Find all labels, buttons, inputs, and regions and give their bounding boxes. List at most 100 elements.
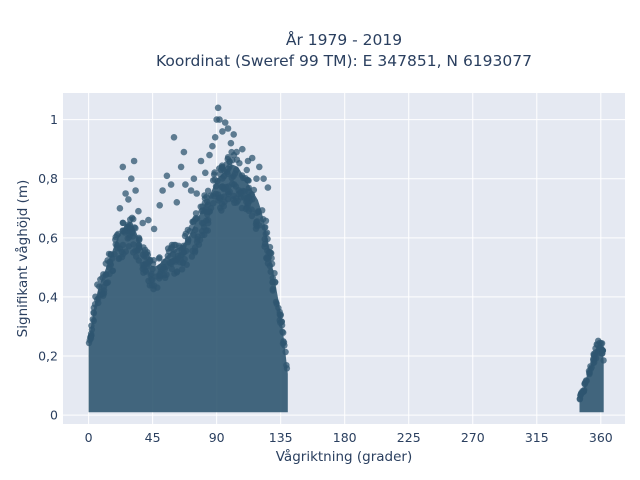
data-point	[99, 274, 106, 281]
data-point	[150, 282, 158, 289]
data-point	[593, 341, 600, 348]
data-point	[226, 188, 233, 195]
data-point	[190, 175, 198, 182]
data-point	[277, 311, 284, 318]
data-point	[227, 139, 235, 147]
data-point	[591, 352, 598, 359]
x-tick-label: 180	[333, 430, 357, 445]
data-point	[221, 193, 228, 200]
data-point	[267, 268, 274, 275]
data-point	[185, 236, 192, 244]
data-point	[160, 258, 168, 266]
x-tick-label: 135	[269, 430, 293, 445]
data-point	[87, 335, 95, 342]
data-point	[193, 190, 200, 197]
data-point	[249, 196, 256, 203]
data-point	[188, 253, 196, 260]
data-point	[173, 199, 181, 206]
data-point	[210, 171, 218, 178]
data-point	[120, 250, 127, 258]
data-point	[130, 157, 138, 165]
data-point	[239, 145, 246, 153]
x-tick-label: 360	[589, 430, 613, 445]
data-point	[253, 175, 260, 182]
data-point	[255, 163, 263, 171]
data-point	[139, 219, 146, 227]
data-point	[119, 163, 127, 171]
data-point	[264, 184, 272, 191]
data-point	[600, 357, 607, 364]
data-point	[220, 203, 227, 210]
data-point	[224, 125, 232, 132]
data-point	[95, 295, 102, 302]
data-point	[205, 219, 212, 227]
data-point	[156, 270, 164, 278]
y-axis-ticks: 0 0,2 0,4 0,6 0,8 1	[38, 112, 58, 423]
data-point	[204, 187, 212, 194]
x-axis-label: Vågriktning (grader)	[276, 448, 413, 465]
data-point	[119, 219, 127, 226]
data-point	[135, 207, 142, 215]
y-tick-label: 0,6	[38, 230, 58, 245]
data-point	[148, 276, 155, 283]
x-tick-label: 225	[397, 430, 421, 445]
data-point	[115, 230, 122, 237]
data-point	[173, 269, 181, 276]
data-point	[128, 214, 136, 221]
data-point	[170, 241, 178, 249]
data-point	[145, 216, 152, 224]
data-point	[242, 205, 250, 213]
data-point	[230, 192, 237, 199]
chart-title: År 1979 - 2019 Koordinat (Sweref 99 TM):…	[156, 30, 532, 70]
data-point	[248, 154, 256, 162]
data-point	[107, 251, 114, 258]
data-point	[211, 134, 219, 141]
data-point	[180, 148, 188, 156]
data-point	[124, 223, 131, 230]
data-point	[202, 169, 209, 177]
data-point	[100, 292, 107, 299]
data-point	[231, 170, 239, 177]
data-point	[176, 259, 184, 266]
y-tick-label: 0,2	[38, 349, 58, 364]
y-tick-label: 0,8	[38, 171, 58, 186]
data-point	[201, 195, 209, 202]
data-point	[163, 172, 171, 180]
data-point	[243, 166, 250, 174]
data-point	[135, 242, 142, 249]
data-point	[280, 338, 287, 345]
x-tick-label: 45	[145, 430, 161, 445]
data-point	[140, 269, 147, 276]
data-point	[143, 254, 150, 261]
data-point	[156, 202, 163, 209]
data-point	[278, 318, 285, 325]
data-point	[230, 131, 237, 138]
data-point	[218, 163, 226, 171]
data-point	[206, 151, 213, 159]
data-point	[187, 187, 195, 194]
data-point	[262, 224, 269, 231]
data-point	[581, 380, 588, 388]
y-tick-label: 1	[50, 112, 58, 127]
data-point	[214, 104, 222, 112]
data-point	[169, 250, 177, 258]
data-point	[177, 163, 185, 171]
data-point	[228, 174, 235, 182]
data-point	[192, 226, 199, 234]
point-cluster	[88, 164, 288, 413]
data-point	[283, 362, 290, 369]
data-point	[243, 194, 251, 201]
data-point	[204, 227, 211, 234]
data-point	[201, 199, 209, 207]
x-tick-label: 270	[461, 430, 485, 445]
data-point	[219, 128, 226, 135]
grid	[63, 93, 625, 424]
data-point	[178, 248, 185, 255]
data-point	[136, 235, 143, 243]
data-point	[260, 175, 267, 182]
data-point	[114, 245, 121, 252]
data-point	[233, 148, 240, 156]
data-point	[144, 260, 151, 267]
data-point	[159, 187, 166, 194]
